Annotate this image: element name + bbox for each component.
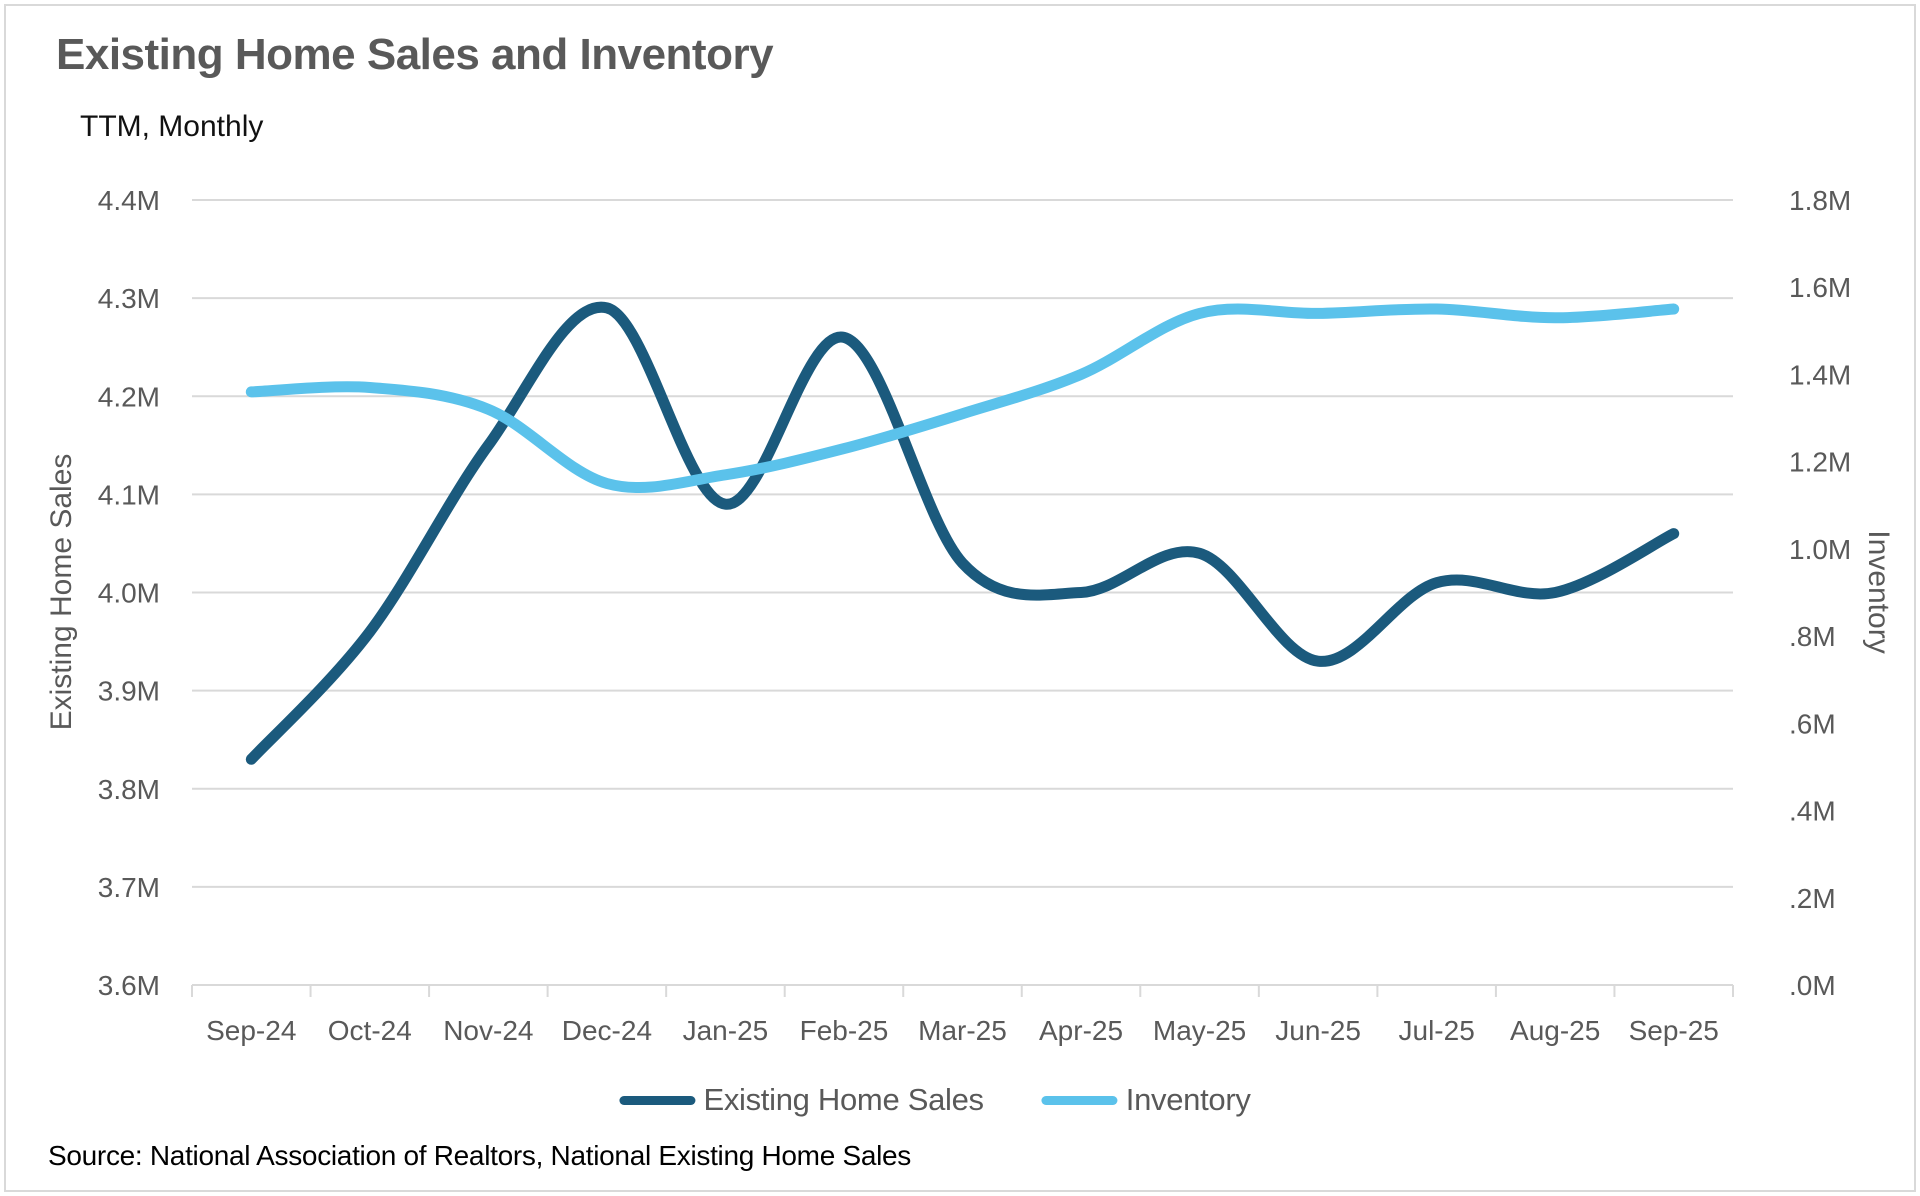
inventory-line-swatch	[1041, 1095, 1118, 1105]
left-axis-title: Existing Home Sales	[45, 453, 78, 731]
x-axis-label: Dec-24	[562, 1015, 652, 1046]
x-axis-label: Jul-25	[1399, 1015, 1475, 1046]
left-axis-tick-label: 4.0M	[98, 578, 160, 609]
left-axis-tick-label: 4.1M	[98, 479, 160, 510]
right-axis-title: Inventory	[1862, 530, 1895, 654]
left-axis-tick-label: 3.7M	[98, 872, 160, 903]
right-axis-tick-label: .2M	[1789, 883, 1836, 914]
legend-item-inventory: Inventory	[1041, 1082, 1251, 1118]
right-axis-tick-label: 1.0M	[1789, 534, 1851, 565]
left-axis-tick-label: 4.4M	[98, 185, 160, 216]
left-axis-tick-label: 3.6M	[98, 970, 160, 1001]
right-axis-tick-label: .0M	[1789, 970, 1836, 1001]
right-axis-tick-label: .4M	[1789, 796, 1836, 827]
x-axis-label: Jun-25	[1275, 1015, 1361, 1046]
chart-legend: Existing Home Sales Inventory	[619, 1082, 1251, 1118]
chart-title: Existing Home Sales and Inventory	[56, 30, 774, 79]
right-axis-tick-label: 1.6M	[1789, 272, 1851, 303]
x-axis-label: Jan-25	[683, 1015, 769, 1046]
legend-label: Existing Home Sales	[703, 1082, 984, 1117]
left-axis-tick-label: 4.2M	[98, 381, 160, 412]
right-axis-tick-label: 1.2M	[1789, 447, 1851, 478]
x-axis-label: Feb-25	[800, 1015, 889, 1046]
right-axis-tick-label: 1.4M	[1789, 359, 1851, 390]
left-axis-tick-label: 3.8M	[98, 774, 160, 805]
left-axis-tick-label: 3.9M	[98, 676, 160, 707]
x-axis-label: Sep-25	[1629, 1015, 1719, 1046]
left-axis-tick-label: 4.3M	[98, 283, 160, 314]
x-axis-label: Nov-24	[443, 1015, 533, 1046]
x-axis-label: Aug-25	[1510, 1015, 1600, 1046]
right-axis-tick-label: .8M	[1789, 621, 1836, 652]
x-axis-label: Apr-25	[1039, 1015, 1123, 1046]
chart-subtitle: TTM, Monthly	[80, 110, 264, 143]
source-attribution: Source: National Association of Realtors…	[48, 1140, 911, 1171]
x-axis-label: May-25	[1153, 1015, 1246, 1046]
series-line-inventory	[245, 303, 1680, 494]
legend-item-existing-home-sales: Existing Home Sales	[619, 1082, 984, 1118]
legend-label: Inventory	[1125, 1082, 1251, 1117]
sales-line-swatch	[619, 1095, 696, 1105]
x-axis-label: Sep-24	[206, 1015, 296, 1046]
right-axis-tick-label: .6M	[1789, 708, 1836, 739]
right-axis-tick-label: 1.8M	[1789, 185, 1851, 216]
x-axis-label: Mar-25	[918, 1015, 1007, 1046]
x-axis-label: Oct-24	[328, 1015, 412, 1046]
